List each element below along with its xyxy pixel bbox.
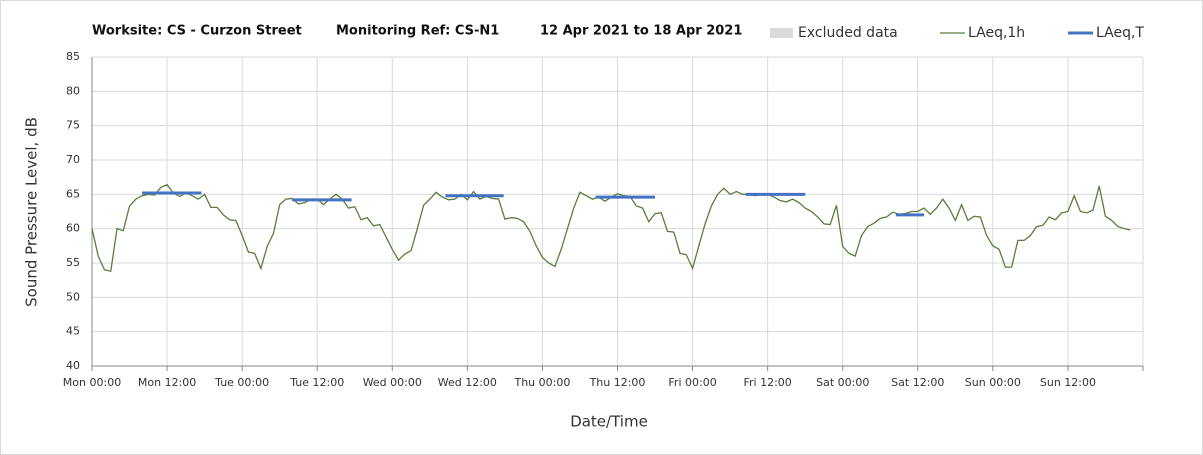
x-tick-label: Sun 12:00 bbox=[1040, 376, 1096, 389]
y-tick-label: 55 bbox=[66, 256, 80, 269]
x-tick-label: Mon 12:00 bbox=[138, 376, 196, 389]
x-tick-label: Fri 00:00 bbox=[668, 376, 716, 389]
y-tick-label: 40 bbox=[66, 359, 80, 372]
chart-title: Monitoring Ref: CS-N1 bbox=[336, 24, 499, 39]
x-tick-label: Thu 12:00 bbox=[589, 376, 646, 389]
legend-label: Excluded data bbox=[798, 25, 898, 41]
y-tick-label: 75 bbox=[66, 119, 80, 132]
legend-swatch bbox=[770, 28, 793, 38]
x-tick-label: Sat 00:00 bbox=[816, 376, 869, 389]
y-tick-label: 80 bbox=[66, 84, 80, 97]
y-tick-label: 50 bbox=[66, 290, 80, 303]
x-tick-label: Wed 12:00 bbox=[438, 376, 497, 389]
x-tick-label: Thu 00:00 bbox=[513, 376, 570, 389]
x-tick-label: Sun 00:00 bbox=[965, 376, 1021, 389]
x-tick-label: Fri 12:00 bbox=[743, 376, 791, 389]
x-tick-label: Tue 12:00 bbox=[289, 376, 344, 389]
y-tick-label: 60 bbox=[66, 222, 80, 235]
y-tick-label: 85 bbox=[66, 50, 80, 63]
x-axis-label: Date/Time bbox=[570, 413, 648, 431]
x-tick-label: Wed 00:00 bbox=[363, 376, 422, 389]
chart-title: 12 Apr 2021 to 18 Apr 2021 bbox=[540, 24, 742, 39]
y-tick-label: 45 bbox=[66, 325, 80, 338]
x-tick-label: Mon 00:00 bbox=[63, 376, 121, 389]
x-tick-label: Tue 00:00 bbox=[214, 376, 269, 389]
y-axis-label: Sound Pressure Level, dB bbox=[23, 117, 41, 307]
y-tick-label: 65 bbox=[66, 187, 80, 200]
y-tick-label: 70 bbox=[66, 153, 80, 166]
x-tick-label: Sat 12:00 bbox=[891, 376, 944, 389]
legend-label: LAeq,T bbox=[1096, 25, 1144, 41]
legend-label: LAeq,1h bbox=[968, 25, 1025, 41]
chart-title: Worksite: CS - Curzon Street bbox=[92, 24, 302, 39]
